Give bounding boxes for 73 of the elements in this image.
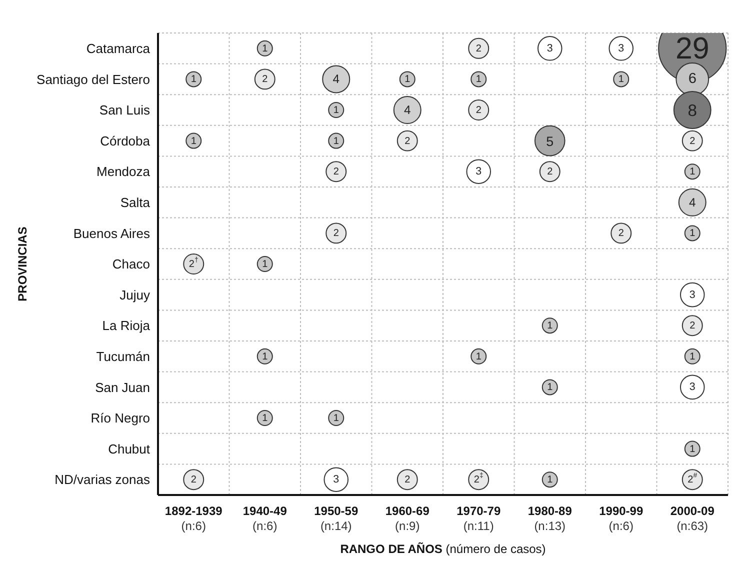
x-tick-label: 1970-79 (n:11) bbox=[456, 504, 501, 533]
data-label: 3 bbox=[546, 42, 553, 54]
data-label: 2 bbox=[690, 135, 696, 146]
y-tick-label: Córdoba bbox=[100, 133, 151, 148]
data-label: 2 bbox=[476, 104, 482, 116]
data-label: 1 bbox=[262, 412, 268, 424]
data-label: 1 bbox=[690, 166, 696, 178]
data-label: 4 bbox=[332, 72, 340, 86]
data-label: 6 bbox=[688, 71, 696, 88]
data-label: 2 bbox=[333, 228, 340, 239]
x-tick-label: 1960-69 (n:9) bbox=[385, 504, 430, 533]
x-axis-title: RANGO DE AÑOS (número de casos) bbox=[340, 542, 546, 556]
data-label: 1 bbox=[618, 74, 624, 85]
data-label: 3 bbox=[689, 288, 696, 301]
y-tick-label: Buenos Aires bbox=[73, 226, 150, 241]
data-label: 1 bbox=[333, 104, 340, 116]
data-label: 2 bbox=[690, 320, 696, 332]
y-tick-label: ND/varias zonas bbox=[54, 472, 150, 488]
data-label: 2$^{†}$ bbox=[188, 256, 198, 270]
data-label: 3 bbox=[476, 166, 482, 178]
data-label: 1 bbox=[190, 135, 197, 146]
data-label: 8 bbox=[688, 100, 697, 120]
data-label: 1 bbox=[190, 74, 197, 85]
data-label: 1 bbox=[690, 443, 696, 454]
x-tick-label: 1950-59 (n:14) bbox=[314, 504, 358, 533]
y-tick-label: San Juan bbox=[95, 380, 150, 395]
data-label: 3 bbox=[333, 474, 340, 486]
data-label: 1 bbox=[547, 320, 554, 332]
y-tick-label: Catamarca bbox=[86, 41, 151, 56]
y-tick-label: Río Negro bbox=[90, 410, 150, 426]
y-tick-label: Mendoza bbox=[96, 164, 151, 180]
data-label: 1 bbox=[476, 350, 482, 362]
data-label: 2 bbox=[476, 42, 482, 54]
x-tick-label: 1892-1939 (n:6) bbox=[164, 504, 223, 533]
data-label: 1 bbox=[262, 42, 268, 54]
data-label: 4 bbox=[688, 195, 696, 210]
data-label: 29 bbox=[675, 31, 710, 66]
y-tick-label: Chubut bbox=[108, 441, 150, 456]
data-label: 1 bbox=[690, 228, 696, 239]
y-tick-label: San Luis bbox=[99, 102, 150, 118]
x-tick-label: 1940-49 (n:6) bbox=[242, 504, 288, 533]
data-label: 1 bbox=[333, 135, 340, 146]
data-label: 2 bbox=[547, 166, 554, 178]
x-tick-label: 2000-09 (n:63) bbox=[670, 504, 715, 533]
y-tick-label: Chaco bbox=[112, 256, 150, 272]
x-tick-label: 1990-99 (n:6) bbox=[599, 504, 644, 533]
data-label: 3 bbox=[618, 42, 624, 54]
y-tick-label: Santiago del Estero bbox=[36, 72, 150, 87]
data-label: 1 bbox=[333, 412, 340, 424]
data-label: 1 bbox=[547, 474, 554, 486]
data-label: 1 bbox=[547, 382, 554, 393]
data-label: 2 bbox=[404, 135, 411, 146]
data-label: 1 bbox=[404, 74, 411, 85]
x-tick-label: 1980-89 (n:13) bbox=[528, 504, 572, 533]
data-label: 2 bbox=[618, 228, 624, 239]
data-label: 5 bbox=[546, 133, 554, 148]
y-tick-label: La Rioja bbox=[102, 318, 151, 334]
data-label: 2 bbox=[190, 474, 197, 486]
data-label: 1 bbox=[262, 258, 268, 270]
data-label: 1 bbox=[262, 350, 268, 362]
data-label: 3 bbox=[689, 381, 696, 394]
y-axis-title: PROVINCIAS bbox=[15, 226, 30, 302]
data-label: 2 bbox=[262, 74, 268, 85]
data-label: 1 bbox=[476, 74, 482, 85]
y-tick-label: Jujuy bbox=[120, 287, 150, 302]
data-label: 2$^{#}$ bbox=[688, 472, 698, 486]
y-tick-label: Salta bbox=[120, 195, 151, 210]
data-label: 2 bbox=[404, 474, 411, 486]
data-label: 4 bbox=[404, 103, 411, 117]
y-tick-label: Tucumán bbox=[96, 349, 150, 364]
data-label: 2 bbox=[333, 166, 340, 178]
data-label: 1 bbox=[690, 350, 696, 362]
data-label: 2$^{‡}$ bbox=[474, 472, 484, 486]
